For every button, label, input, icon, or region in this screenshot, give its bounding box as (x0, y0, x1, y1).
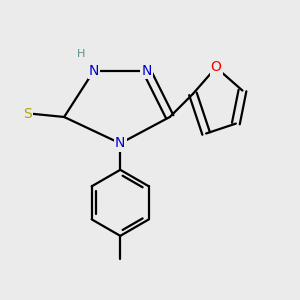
Text: O: O (211, 60, 221, 74)
Text: N: N (115, 136, 125, 150)
Text: N: N (142, 64, 152, 78)
Text: H: H (76, 49, 85, 59)
Text: S: S (23, 107, 32, 121)
Text: N: N (89, 64, 99, 78)
